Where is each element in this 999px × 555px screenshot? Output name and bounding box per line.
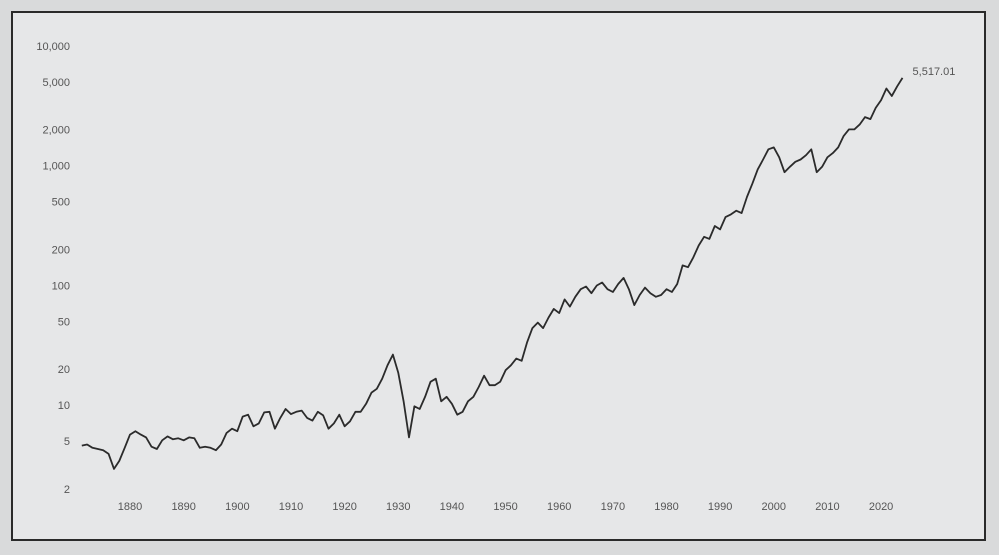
x-tick-label: 1990 [708, 501, 732, 513]
x-tick-label: 1910 [279, 501, 303, 513]
y-tick-label: 10,000 [36, 41, 70, 53]
x-tick-label: 1970 [601, 501, 625, 513]
x-tick-label: 2010 [815, 501, 839, 513]
y-tick-label: 5,000 [42, 77, 70, 89]
y-tick-label: 2,000 [42, 125, 70, 137]
chart-frame [11, 11, 986, 541]
x-tick-label: 1880 [118, 501, 142, 513]
x-tick-label: 1900 [225, 501, 249, 513]
y-tick-label: 2 [64, 484, 70, 496]
y-tick-label: 1,000 [42, 161, 70, 173]
y-tick-label: 10 [58, 400, 70, 412]
x-tick-label: 1920 [332, 501, 356, 513]
x-tick-label: 1980 [654, 501, 678, 513]
x-tick-label: 2000 [762, 501, 786, 513]
y-tick-label: 100 [52, 280, 70, 292]
x-tick-label: 2020 [869, 501, 893, 513]
y-tick-label: 50 [58, 316, 70, 328]
y-tick-label: 200 [52, 244, 70, 256]
x-tick-label: 1950 [493, 501, 517, 513]
index-line [81, 77, 904, 470]
x-tick-label: 1940 [440, 501, 464, 513]
y-tick-label: 500 [52, 197, 70, 209]
x-tick-label: 1890 [171, 501, 195, 513]
y-tick-label: 5 [64, 436, 70, 448]
value-label: 5,517.01 [913, 66, 956, 78]
x-tick-label: 1930 [386, 501, 410, 513]
x-tick-label: 1960 [547, 501, 571, 513]
y-tick-label: 20 [58, 364, 70, 376]
